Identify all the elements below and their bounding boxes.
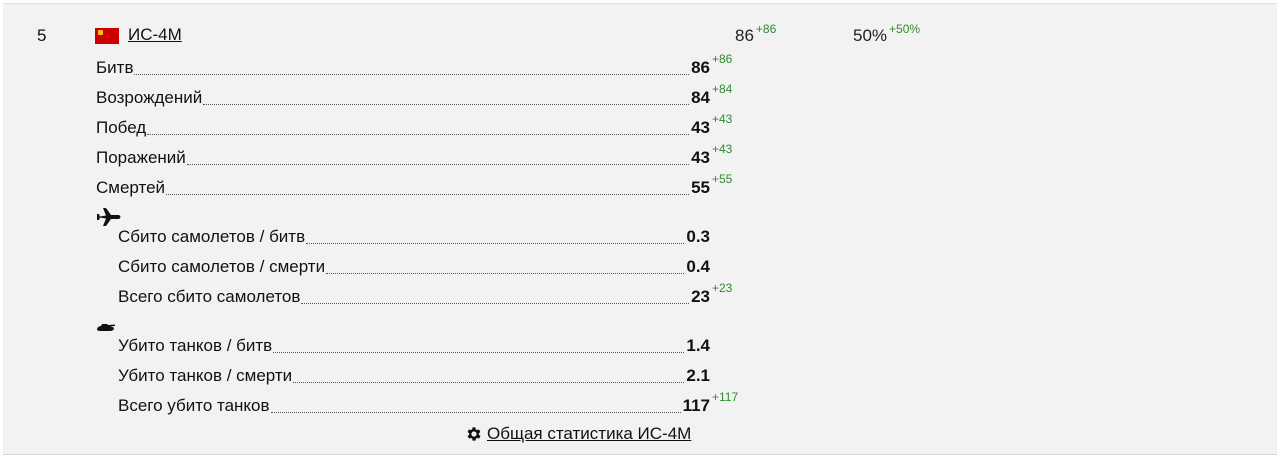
dot-leader <box>270 411 681 413</box>
header-winrate-delta: +50% <box>889 22 921 36</box>
stat-delta: +86 <box>712 52 733 66</box>
stat-value-group: 1.4 <box>686 336 710 356</box>
stat-label: Убито танков / битв <box>118 336 273 355</box>
vehicle-stats-panel: 5 ИС-4М 86 +86 50% +50% Битв 86 +86 Возрожде… <box>3 3 1277 455</box>
stat-value: 117 <box>682 396 710 415</box>
stat-value-group: 117 +117 <box>682 390 739 416</box>
header-winrate: 50% +50% <box>853 22 920 46</box>
ground-row-per-death: Убито танков / смерти 2.1 <box>118 364 710 386</box>
stat-delta: +117 <box>712 390 739 404</box>
stat-value-group: 84 +84 <box>691 82 732 108</box>
tank-icon <box>97 324 115 331</box>
dot-leader <box>147 133 690 135</box>
stat-label: Битв <box>96 58 134 77</box>
stat-row-deaths: Смертей 55 +55 <box>96 172 732 198</box>
stat-label: Побед <box>96 118 147 137</box>
stat-value-group: 23 +23 <box>691 281 732 307</box>
stat-label: Убито танков / смерти <box>118 366 293 385</box>
stat-label: Всего убито танков <box>118 396 270 415</box>
header-battles: 86 +86 <box>735 22 776 46</box>
air-row-total: Всего сбито самолетов 23 +23 <box>118 281 732 307</box>
stat-value: 1.4 <box>686 336 710 355</box>
stat-row-wins: Побед 43 +43 <box>96 112 732 138</box>
stat-delta: +43 <box>712 142 733 156</box>
stat-value: 86 <box>691 58 710 77</box>
stat-value: 43 <box>691 148 710 167</box>
stat-label: Сбито самолетов / смерти <box>118 257 326 276</box>
stat-value-group: 0.3 <box>686 227 710 247</box>
stat-delta: +43 <box>712 112 733 126</box>
dot-leader <box>166 193 690 195</box>
dot-leader <box>326 272 685 274</box>
stat-label: Сбито самолетов / битв <box>118 227 306 246</box>
overall-stats-link[interactable]: Общая статистика ИС-4М <box>465 424 691 444</box>
stat-delta: +84 <box>712 82 733 96</box>
ussr-flag-icon <box>95 28 119 44</box>
stat-row-respawns: Возрождений 84 +84 <box>96 82 732 108</box>
stat-label: Всего сбито самолетов <box>118 287 301 306</box>
airplane-icon <box>97 208 121 226</box>
air-row-per-death: Сбито самолетов / смерти 0.4 <box>118 255 710 277</box>
dot-leader <box>293 381 685 383</box>
stat-value-group: 86 +86 <box>691 52 732 78</box>
dot-leader <box>134 73 690 75</box>
stat-label: Поражений <box>96 148 186 167</box>
vehicle-rank: 5 <box>37 26 47 45</box>
stat-value: 2.1 <box>686 366 710 385</box>
stat-value-group: 0.4 <box>686 257 710 277</box>
stat-value: 55 <box>691 178 710 197</box>
gear-icon <box>467 427 481 441</box>
stat-delta: +23 <box>712 281 733 295</box>
stat-label: Смертей <box>96 178 166 197</box>
stat-delta: +55 <box>712 172 733 186</box>
overall-stats-link-text[interactable]: Общая статистика ИС-4М <box>487 424 692 443</box>
ground-row-per-battle: Убито танков / битв 1.4 <box>118 334 710 356</box>
stat-value: 84 <box>691 88 710 107</box>
header-battles-value: 86 <box>735 26 754 45</box>
stat-value: 23 <box>691 287 710 306</box>
dot-leader <box>203 103 690 105</box>
dot-leader <box>273 351 685 353</box>
dot-leader <box>186 163 690 165</box>
stat-value-group: 43 +43 <box>691 142 732 168</box>
ground-row-total: Всего убито танков 117 +117 <box>118 390 739 416</box>
stat-value-group: 43 +43 <box>691 112 732 138</box>
stat-value: 0.3 <box>686 227 710 246</box>
dot-leader <box>301 302 690 304</box>
stat-row-losses: Поражений 43 +43 <box>96 142 732 168</box>
stat-value: 0.4 <box>686 257 710 276</box>
air-row-per-battle: Сбито самолетов / битв 0.3 <box>118 225 710 247</box>
stat-value-group: 2.1 <box>686 366 710 386</box>
header-battles-delta: +86 <box>755 22 777 36</box>
dot-leader <box>306 242 685 244</box>
stat-label: Возрождений <box>96 88 203 107</box>
stat-row-battles: Битв 86 +86 <box>96 52 732 78</box>
stat-value-group: 55 +55 <box>691 172 732 198</box>
header-winrate-value: 50% <box>853 26 888 45</box>
stat-value: 43 <box>691 118 710 137</box>
vehicle-name-link[interactable]: ИС-4М <box>128 25 182 44</box>
